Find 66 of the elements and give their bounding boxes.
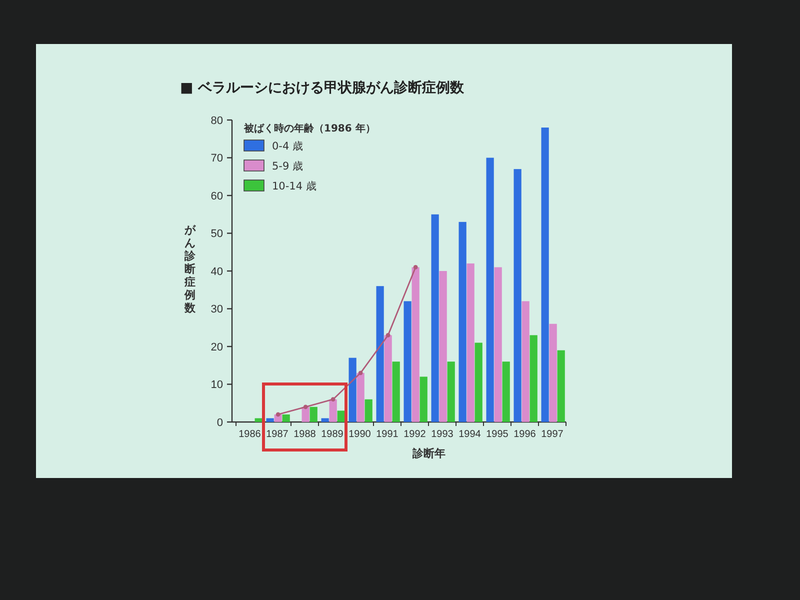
bar <box>502 362 510 422</box>
x-tick-label: 1992 <box>404 429 426 440</box>
y-tick-label: 80 <box>210 114 223 127</box>
bar <box>254 418 262 422</box>
bar <box>522 301 530 422</box>
y-tick-label: 70 <box>210 152 223 165</box>
bar <box>348 358 356 422</box>
bar <box>392 362 400 422</box>
bar <box>364 399 372 422</box>
x-tick-label: 1987 <box>266 429 289 440</box>
x-tick-label: 1994 <box>458 429 482 440</box>
bar <box>431 214 439 422</box>
bar <box>404 301 412 422</box>
x-tick-label: 1997 <box>541 429 564 440</box>
point <box>330 397 336 402</box>
bar <box>514 169 522 422</box>
bar <box>420 376 428 422</box>
bar <box>494 267 502 422</box>
bar <box>486 158 494 422</box>
legend-label: 0-4 歳 <box>272 140 304 153</box>
x-tick-label: 1993 <box>431 429 454 440</box>
bar <box>439 271 447 422</box>
x-tick-label: 1988 <box>294 429 316 440</box>
point <box>358 370 363 376</box>
x-tick-label: 1990 <box>348 429 372 440</box>
bar <box>384 335 392 422</box>
y-tick-label: 50 <box>210 228 223 240</box>
x-tick-label: 1991 <box>376 429 399 440</box>
bar <box>466 263 474 422</box>
y-tick-label: 0 <box>216 416 223 429</box>
bar <box>549 324 557 422</box>
bar <box>302 406 310 422</box>
bar <box>356 372 364 422</box>
bar <box>310 406 318 422</box>
x-tick-label: 1986 <box>238 429 262 440</box>
point <box>386 332 390 338</box>
bar <box>541 128 549 422</box>
bar <box>266 418 274 422</box>
bar <box>557 350 565 422</box>
bar <box>376 286 384 422</box>
bar <box>447 362 455 422</box>
bar <box>337 410 345 422</box>
legend-title: 被ばく時の年齢（1986 年） <box>243 122 376 134</box>
point <box>276 412 280 417</box>
bar <box>329 399 337 422</box>
x-tick-label: 1996 <box>514 429 536 440</box>
y-tick-label: 10 <box>210 379 223 392</box>
x-tick-label: 1989 <box>321 429 344 440</box>
y-tick-label: 20 <box>210 341 223 354</box>
bar <box>412 267 420 422</box>
point <box>303 404 308 410</box>
y-tick-label: 60 <box>210 190 223 202</box>
y-axis-title: がん診断症例数 <box>184 224 196 314</box>
legend-label: 5-9 歳 <box>272 160 304 173</box>
bar <box>282 414 290 422</box>
point <box>413 265 418 270</box>
y-tick-label: 30 <box>210 304 223 316</box>
bar <box>474 342 482 422</box>
chart-title: ■ ベラルーシにおける甲状腺がん診断症例数 <box>180 79 466 96</box>
legend-label: 10-14 歳 <box>272 180 317 193</box>
x-axis-title: 診断年 <box>412 447 446 460</box>
x-tick-label: 1995 <box>486 429 509 440</box>
bar <box>321 418 329 422</box>
bar <box>530 335 538 422</box>
bar <box>458 222 466 422</box>
y-tick-label: 40 <box>210 266 223 278</box>
